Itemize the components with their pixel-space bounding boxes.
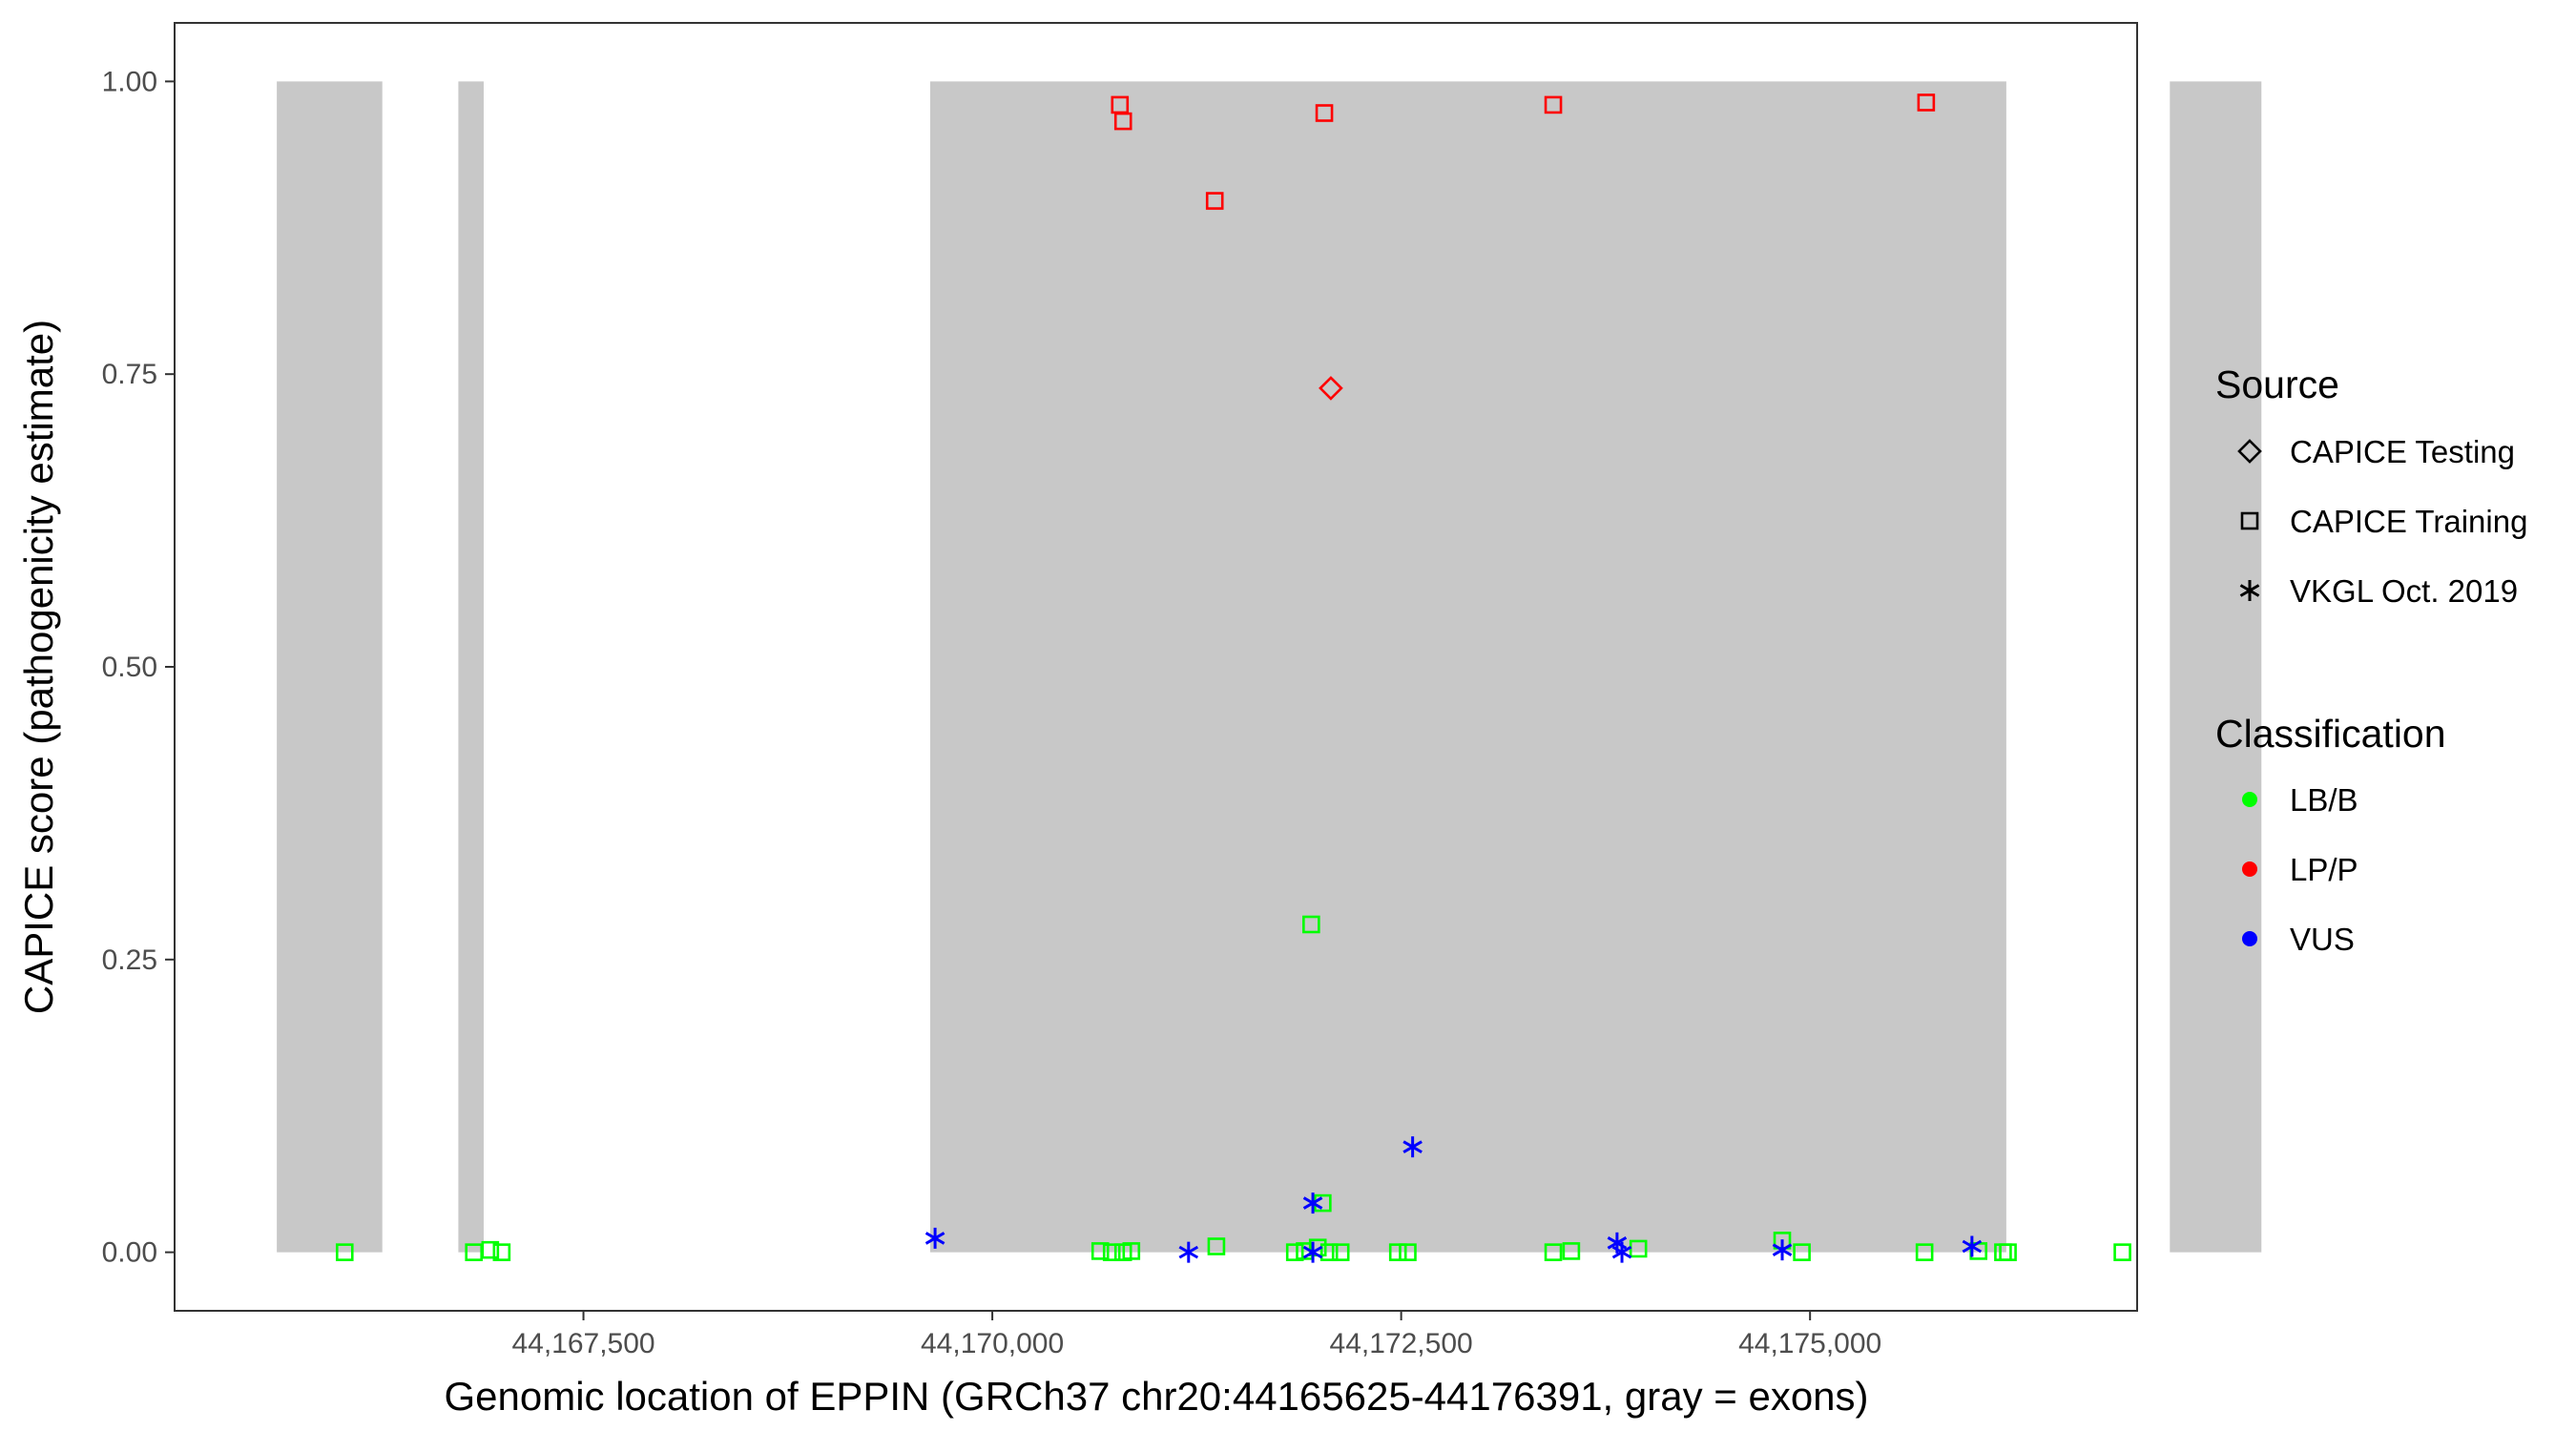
y-tick-label: 1.00 bbox=[102, 66, 157, 97]
data-point bbox=[1178, 1241, 1199, 1263]
data-point bbox=[1962, 1235, 1983, 1257]
legend-label: CAPICE Testing bbox=[2290, 434, 2515, 469]
data-point bbox=[1315, 104, 1334, 122]
y-tick-label: 0.50 bbox=[102, 652, 157, 683]
data-point bbox=[1319, 376, 1343, 401]
data-point bbox=[1544, 95, 1563, 114]
data-point bbox=[1402, 1136, 1423, 1158]
legend-title-source: Source bbox=[2215, 363, 2339, 406]
asterisk-stroke bbox=[924, 1232, 945, 1245]
x-tick-label: 44,172,500 bbox=[1330, 1328, 1473, 1359]
data-point bbox=[1917, 93, 1936, 112]
asterisk-stroke bbox=[1178, 1245, 1199, 1259]
data-point bbox=[492, 1243, 511, 1261]
y-axis: 0.00 0.25 0.50 0.75 1.00 bbox=[102, 66, 175, 1269]
exon-band bbox=[929, 81, 2006, 1253]
data-point bbox=[1319, 1243, 1339, 1261]
asterisk-stroke bbox=[1402, 1140, 1423, 1153]
legend-label: LB/B bbox=[2290, 782, 2358, 818]
y-axis-title: CAPICE score (pathogenicity estimate) bbox=[16, 320, 61, 1014]
data-point bbox=[1302, 1241, 1323, 1263]
data-point bbox=[1388, 1243, 1407, 1261]
exon-regions bbox=[277, 81, 2262, 1253]
asterisk-stroke bbox=[1611, 1245, 1632, 1259]
data-point bbox=[1544, 1243, 1563, 1261]
data-point bbox=[1302, 915, 1320, 934]
data-point bbox=[1399, 1243, 1417, 1261]
legend-title-classification: Classification bbox=[2215, 712, 2446, 756]
legend-label: VKGL Oct. 2019 bbox=[2290, 573, 2518, 609]
legends: Source CAPICE Testing CAPICE Training VKGL … bbox=[2215, 363, 2527, 957]
x-axis-title: Genomic location of EPPIN (GRCh37 chr20:… bbox=[444, 1374, 1868, 1419]
data-point bbox=[1102, 1243, 1121, 1261]
data-point bbox=[1302, 1192, 1323, 1214]
data-point bbox=[481, 1240, 500, 1259]
data-point bbox=[924, 1227, 945, 1249]
exon-band bbox=[277, 81, 383, 1253]
data-point bbox=[335, 1243, 354, 1261]
exon-band bbox=[2170, 81, 2262, 1253]
legend-key-dot bbox=[2242, 861, 2257, 877]
data-point bbox=[1205, 192, 1224, 210]
data-point bbox=[2113, 1243, 2131, 1261]
exon-band bbox=[458, 81, 484, 1253]
data-point bbox=[1122, 1242, 1141, 1260]
legend-label: LP/P bbox=[2290, 852, 2358, 887]
asterisk-stroke bbox=[1302, 1196, 1323, 1210]
data-point bbox=[1113, 112, 1132, 131]
data-point bbox=[1562, 1242, 1581, 1260]
legend-key-diamond bbox=[2237, 439, 2262, 464]
data-point bbox=[1772, 1239, 1793, 1261]
y-tick-label: 0.00 bbox=[102, 1237, 157, 1269]
legend-key-square bbox=[2240, 511, 2259, 530]
data-point bbox=[1207, 1237, 1226, 1255]
legend-label: CAPICE Training bbox=[2290, 504, 2527, 539]
asterisk-stroke bbox=[2239, 584, 2260, 597]
data-point bbox=[1285, 1243, 1304, 1261]
legend-label: VUS bbox=[2290, 922, 2355, 957]
asterisk-stroke bbox=[1607, 1236, 1628, 1250]
data-point bbox=[1611, 1241, 1632, 1263]
legend-key-dot bbox=[2242, 931, 2257, 946]
y-tick-label: 0.75 bbox=[102, 359, 157, 390]
x-axis: 44,167,500 44,170,000 44,172,500 44,175,000 bbox=[511, 1311, 1881, 1359]
data-point bbox=[1999, 1243, 2017, 1261]
asterisk-stroke bbox=[1962, 1239, 1983, 1254]
x-tick-label: 44,170,000 bbox=[921, 1328, 1064, 1359]
data-point bbox=[1331, 1243, 1350, 1261]
x-tick-label: 44,175,000 bbox=[1738, 1328, 1881, 1359]
data-point bbox=[1793, 1243, 1811, 1261]
asterisk-stroke bbox=[1772, 1243, 1793, 1256]
y-tick-label: 0.25 bbox=[102, 944, 157, 976]
legend-key-dot bbox=[2242, 792, 2257, 807]
data-points bbox=[335, 93, 2131, 1263]
legend-key-asterisk bbox=[2239, 580, 2260, 601]
x-tick-label: 44,167,500 bbox=[511, 1328, 654, 1359]
data-point bbox=[1091, 1242, 1110, 1260]
asterisk-stroke bbox=[1302, 1245, 1323, 1259]
data-point bbox=[1915, 1243, 1934, 1261]
